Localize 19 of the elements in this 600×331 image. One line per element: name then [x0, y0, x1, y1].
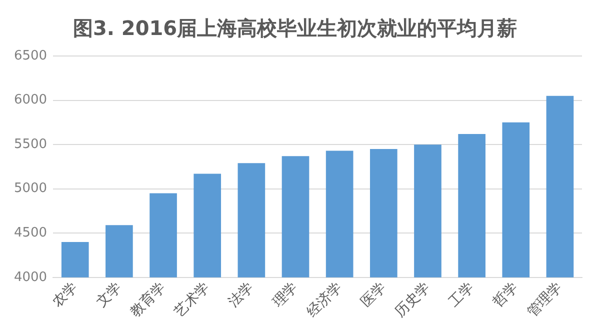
x-tick-label: 医学 [358, 279, 390, 311]
x-tick-label: 历史学 [392, 279, 434, 320]
x-tick-label: 农学 [49, 279, 81, 311]
x-tick-label: 哲学 [490, 279, 522, 311]
y-tick-label: 5500 [14, 136, 48, 152]
y-tick-label: 6000 [14, 92, 48, 108]
x-tick-label: 文学 [93, 279, 125, 311]
y-tick-label: 6500 [14, 48, 48, 64]
x-tick-label: 管理学 [524, 279, 566, 320]
y-tick-label: 4500 [14, 226, 48, 241]
x-tick-label: 教育学 [126, 278, 169, 320]
x-tick-label: 理学 [270, 279, 301, 311]
x-tick-label: 工学 [446, 279, 478, 311]
y-tick-label: 4000 [14, 270, 48, 285]
x-tick-label: 艺术学 [172, 279, 213, 320]
x-tick-label: 法学 [226, 279, 257, 311]
chart-title: 图3. 2016届上海高校毕业生初次就业的平均月薪 [72, 16, 518, 40]
x-tick-label: 经济学 [304, 279, 345, 320]
y-tick-label: 5000 [14, 181, 48, 196]
